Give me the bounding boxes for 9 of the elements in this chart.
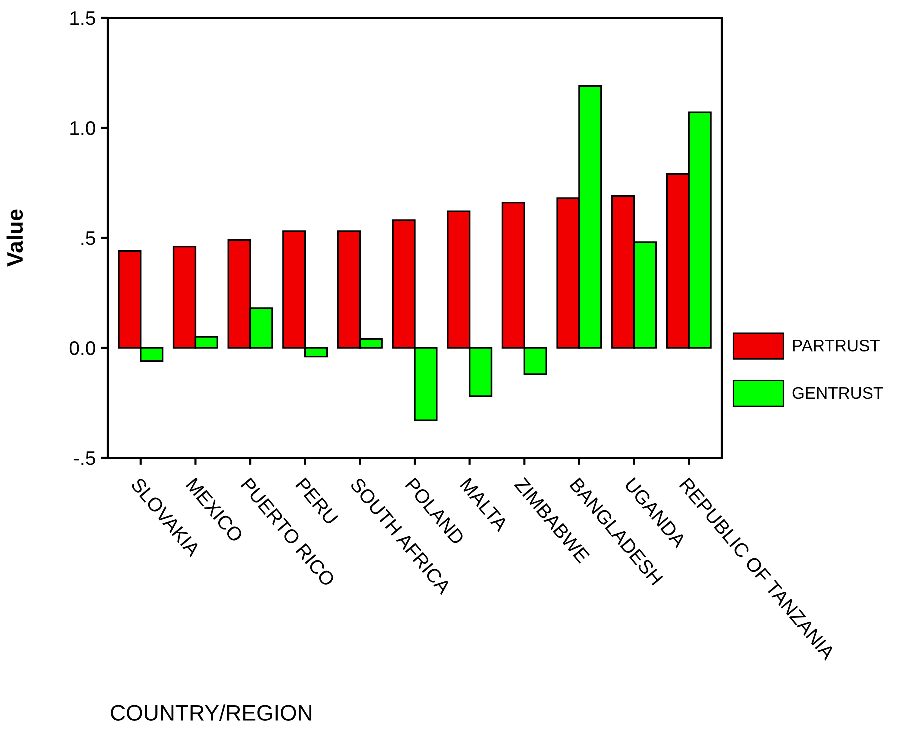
legend-label: PARTRUST: [793, 340, 880, 352]
x-axis-title: COUNTRY/REGION: [111, 704, 312, 721]
y-tick-label: -.5: [74, 452, 96, 466]
y-tick-label: 1.5: [70, 12, 96, 26]
legend-label: GENTRUST: [792, 387, 884, 400]
y-tick-label: 0.0: [70, 341, 96, 356]
y-axis-title: Value: [6, 210, 24, 267]
y-tick-label: 1.0: [70, 121, 96, 136]
y-tick-label: .5: [82, 232, 96, 246]
